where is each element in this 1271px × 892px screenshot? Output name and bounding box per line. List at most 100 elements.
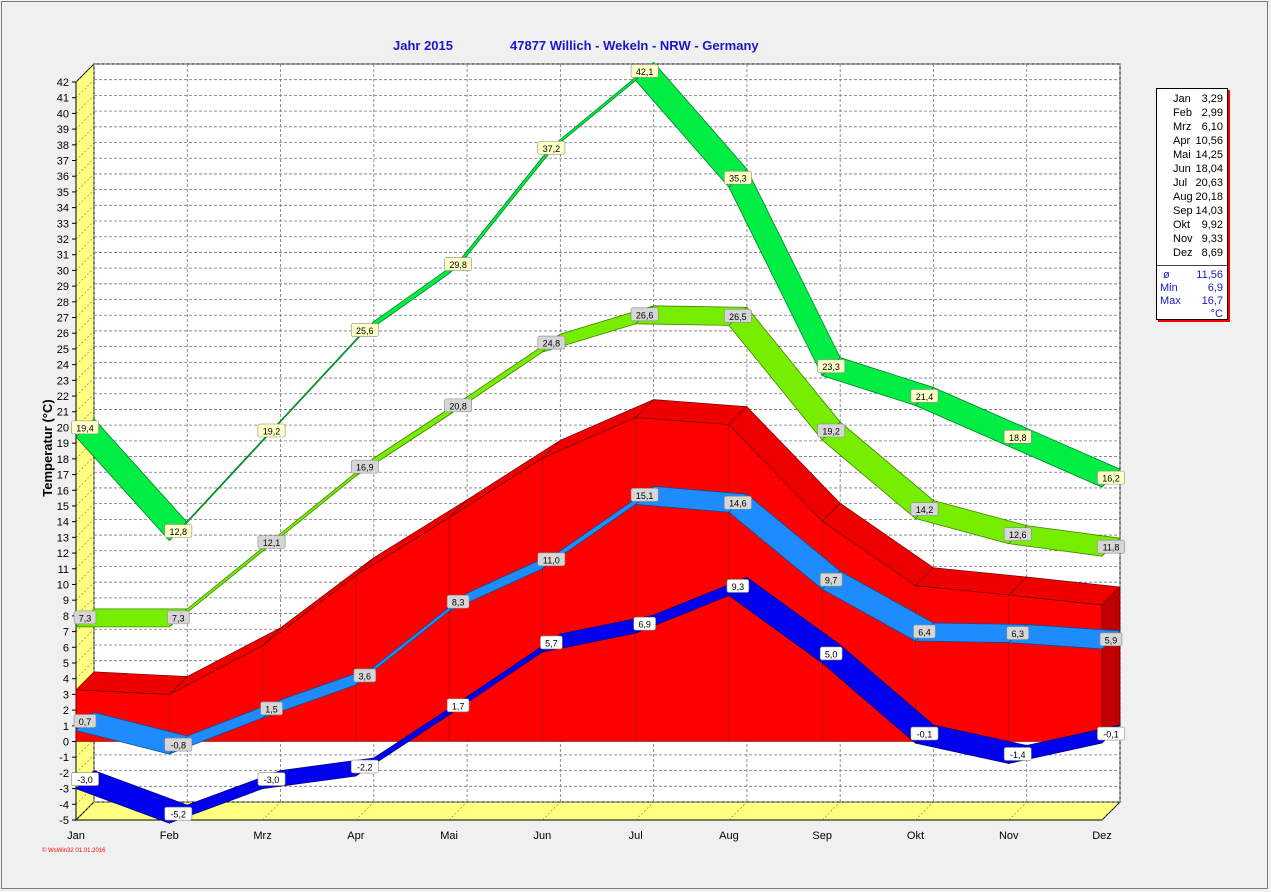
- chart-title-location: 47877 Willich - Wekeln - NRW - Germany: [510, 38, 759, 53]
- abs-max-label-box: [724, 170, 752, 185]
- grid-line-wall: [75, 487, 95, 507]
- avg-min-label-box: [724, 495, 752, 510]
- avg-min-label-box: [630, 488, 659, 502]
- avg-max-label-box: [537, 335, 566, 350]
- legend-month-value: 18,04: [1195, 163, 1223, 175]
- plot-floor: [74, 801, 1122, 821]
- y-tick-label: 7: [63, 627, 69, 639]
- legend-month-row: Jan 3,29: [1157, 92, 1227, 106]
- abs-max-data-label: 16,2: [1102, 474, 1120, 484]
- abs-min-data-label: -2,2: [357, 763, 373, 773]
- abs-max-data-label: 23,3: [822, 362, 840, 372]
- abs-max-label-box: [444, 257, 472, 271]
- y-tick-label: 14: [57, 517, 69, 529]
- x-tick-label: Okt: [907, 830, 924, 842]
- grid-line-floor: [915, 801, 934, 821]
- abs-min-label-box: [910, 726, 939, 741]
- abs-min-data-label: 6,9: [638, 620, 651, 630]
- legend-month-row: Mrz 6,10: [1157, 120, 1227, 134]
- legend-unit-row: °C: [1157, 308, 1227, 321]
- x-tick-label: Aug: [719, 830, 739, 842]
- legend-month-value: 14,25: [1195, 149, 1223, 161]
- abs-min-label-box: [1003, 747, 1032, 761]
- abs-max-label-box: [910, 389, 939, 403]
- abs-max-label-box: [350, 323, 379, 337]
- grid-line-wall: [75, 267, 95, 287]
- monthly-mean-legend: Jan 3,29 Feb 2,99 Mrz 6,10 Apr 10,56 Mai 14,25 Jun…: [1156, 88, 1228, 320]
- avg-min-label-box: [73, 714, 97, 728]
- legend-month-label: Jul: [1173, 177, 1188, 189]
- grid-line-wall: [75, 738, 95, 758]
- avg-max-label-box: [350, 459, 379, 474]
- y-tick-label: 38: [57, 140, 69, 152]
- legend-month-row: Jun 18,04: [1157, 162, 1227, 176]
- grid-line-wall: [75, 456, 95, 475]
- legend-month-row: Feb 2,99: [1157, 106, 1227, 120]
- grid-line-wall: [75, 534, 95, 554]
- grid-line-wall: [75, 158, 95, 177]
- abs-max-data-label: 12,8: [170, 527, 188, 537]
- avg-min-data-label: 6,4: [918, 627, 931, 637]
- avg-min-data-label: -0,8: [171, 741, 187, 751]
- grid-line-wall: [75, 644, 95, 664]
- legend-max-value: 16,7: [1201, 295, 1223, 307]
- y-tick-label: 12: [57, 548, 69, 560]
- avg-max-data-label: 16,9: [356, 463, 374, 473]
- y-tick-label: 4: [63, 674, 69, 686]
- avg-max-label-box: [444, 398, 472, 413]
- grid-line-wall: [75, 330, 95, 350]
- abs-min-label-box: [71, 772, 99, 786]
- avg-max-label-box: [630, 307, 659, 322]
- abs-max-label-box: [1097, 470, 1125, 485]
- grid-line-wall: [75, 503, 95, 522]
- legend-min-label: Min: [1160, 282, 1178, 294]
- abs-max-label-box: [71, 420, 99, 435]
- legend-month-value: 3,29: [1201, 93, 1223, 105]
- legend-month-label: Apr: [1173, 135, 1191, 147]
- chart-title-year: Jahr 2015: [393, 38, 453, 53]
- avg-max-label-box: [910, 502, 939, 516]
- y-tick-label: 19: [57, 438, 69, 450]
- grid-line-floor: [1101, 801, 1121, 821]
- y-tick-label: 3: [63, 689, 69, 701]
- grid-line-wall: [75, 220, 95, 240]
- avg-min-data-label: 9,7: [825, 576, 838, 586]
- grid-line-wall: [75, 566, 95, 585]
- avg-min-data-label: 14,6: [729, 499, 747, 509]
- grid-line-floor: [1008, 801, 1027, 821]
- abs-min-label-box: [726, 579, 750, 593]
- avg-max-label-box: [257, 535, 286, 549]
- abs-max-label-box: [164, 524, 193, 538]
- legend-avg-label: ø: [1163, 269, 1170, 281]
- avg-min-data-label: 8,3: [452, 598, 465, 608]
- x-tick-label: Jul: [629, 830, 643, 842]
- y-tick-label: -3: [59, 784, 69, 796]
- abs-max-data-label: 21,4: [916, 392, 934, 402]
- avg-min-data-label: 3,6: [359, 671, 372, 681]
- y-tick-label: 41: [57, 93, 69, 105]
- avg-max-label-box: [817, 423, 846, 438]
- avg-min-label-box: [260, 701, 283, 716]
- abs-min-data-label: 5,7: [545, 638, 558, 648]
- y-tick-label: 24: [57, 360, 69, 372]
- abs-min-label-box: [1097, 726, 1125, 741]
- y-tick-label: 42: [57, 77, 69, 89]
- avg-max-data-label: 12,1: [263, 538, 281, 548]
- y-tick-label: -4: [59, 799, 69, 811]
- avg-max-data-label: 26,5: [729, 312, 747, 322]
- abs-min-label-box: [257, 772, 286, 786]
- avg-min-data-label: 0,7: [79, 717, 92, 727]
- grid-line-floor: [355, 801, 375, 821]
- abs-max-data-label: 35,3: [729, 174, 747, 184]
- grid-line-wall: [75, 754, 95, 774]
- abs-max-label-box: [630, 64, 659, 78]
- y-tick-label: -1: [59, 752, 69, 764]
- abs-min-data-label: -5,2: [171, 810, 187, 820]
- legend-month-value: 20,18: [1195, 191, 1223, 203]
- legend-month-value: 9,33: [1201, 233, 1223, 245]
- legend-max-label: Max: [1160, 295, 1181, 307]
- abs-min-label-box: [446, 698, 470, 713]
- abs-max-data-label: 29,8: [449, 260, 467, 270]
- avg-max-data-label: 19,2: [822, 427, 840, 437]
